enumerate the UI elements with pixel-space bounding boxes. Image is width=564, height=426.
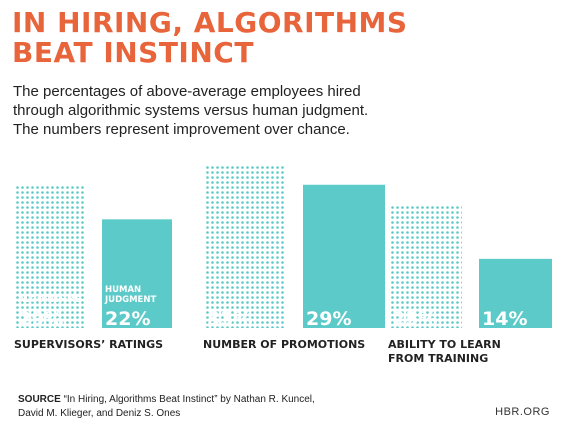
- chart-subtitle: The percentages of above-average employe…: [13, 82, 553, 139]
- value-label: 22%: [105, 308, 150, 330]
- source-label: SOURCE: [18, 394, 61, 405]
- title-line-1: IN HIRING, ALGORITHMS: [12, 6, 408, 39]
- series-label: HUMAN: [105, 285, 141, 295]
- algorithms-bar-2: [204, 165, 286, 328]
- algorithms-bar-1: [15, 184, 85, 328]
- source-text-1: “In Hiring, Algorithms Beat Instinct” by…: [63, 394, 315, 405]
- category-label: NUMBER OF PROMOTIONS: [203, 338, 365, 351]
- human-judgment-bar-2: [303, 184, 385, 328]
- human-judgment-bar-3: [479, 258, 552, 328]
- subtitle-line-3: The numbers represent improvement over c…: [13, 121, 350, 138]
- value-label: 29%: [306, 308, 351, 330]
- value-label: 14%: [482, 308, 527, 330]
- algorithms-bar-3: [389, 204, 462, 328]
- value-label: 33%: [207, 308, 252, 330]
- value-label: 29%: [18, 308, 63, 330]
- value-label: 25%: [392, 308, 437, 330]
- source-text-2: David M. Klieger, and Deniz S. Ones: [18, 408, 181, 419]
- chart-title: IN HIRING, ALGORITHMS BEAT INSTINCT: [12, 8, 552, 68]
- title-line-2: BEAT INSTINCT: [12, 36, 254, 69]
- category-label: ABILITY TO LEARN: [388, 338, 501, 351]
- source-note: SOURCE “In Hiring, Algorithms Beat Insti…: [18, 393, 418, 421]
- hbr-site-label: HBR.ORG: [495, 406, 550, 418]
- category-label: SUPERVISORS’ RATINGS: [14, 338, 163, 351]
- subtitle-line-1: The percentages of above-average employe…: [13, 83, 361, 100]
- category-label: FROM TRAINING: [388, 352, 488, 365]
- series-label: ALGORITHMS: [18, 295, 81, 305]
- human-judgment-bar-1: [102, 219, 172, 328]
- series-label: JUDGMENT: [104, 295, 156, 305]
- subtitle-line-2: through algorithmic systems versus human…: [13, 102, 369, 119]
